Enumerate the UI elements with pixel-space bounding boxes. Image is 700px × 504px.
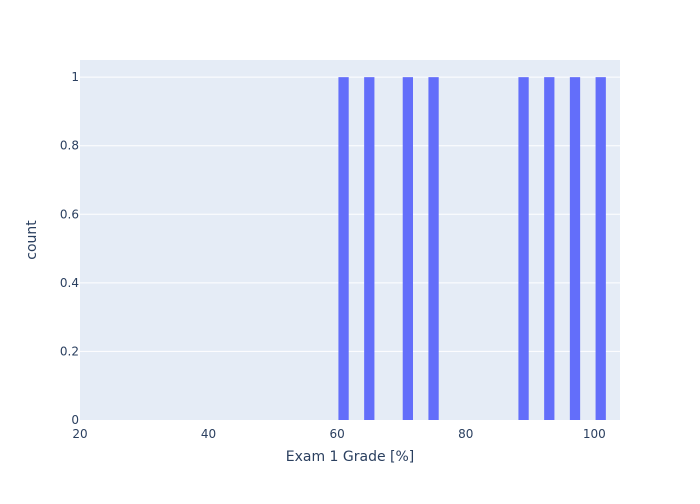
histogram-bar[interactable] [518,77,529,421]
y-axis-ticks: 0 0.2 0.4 0.6 0.8 1 [60,70,79,427]
y-tick-label: 0 [71,413,79,427]
plot-background [80,60,620,420]
histogram-bar[interactable] [595,77,606,421]
x-axis-title: Exam 1 Grade [%] [286,449,415,465]
y-tick-label: 0.8 [60,139,79,153]
histogram-bar[interactable] [364,77,375,421]
x-tick-label: 100 [583,427,606,441]
bars-group [338,77,606,421]
x-tick-label: 40 [201,427,216,441]
histogram-bar[interactable] [428,77,439,421]
x-tick-label: 80 [458,427,473,441]
x-tick-label: 60 [330,427,345,441]
histogram-bar[interactable] [338,77,349,421]
gridlines [80,76,620,352]
y-axis-title: count [24,220,40,260]
y-tick-label: 0.2 [60,344,79,358]
x-axis-ticks: 20 40 60 80 100 [72,427,605,441]
y-tick-label: 0.6 [60,207,79,221]
histogram-bar[interactable] [402,77,413,421]
y-tick-label: 0.4 [60,276,79,290]
histogram-bar[interactable] [569,77,581,421]
y-tick-label: 1 [71,70,79,84]
histogram-bar[interactable] [544,77,555,421]
x-tick-label: 20 [72,427,87,441]
